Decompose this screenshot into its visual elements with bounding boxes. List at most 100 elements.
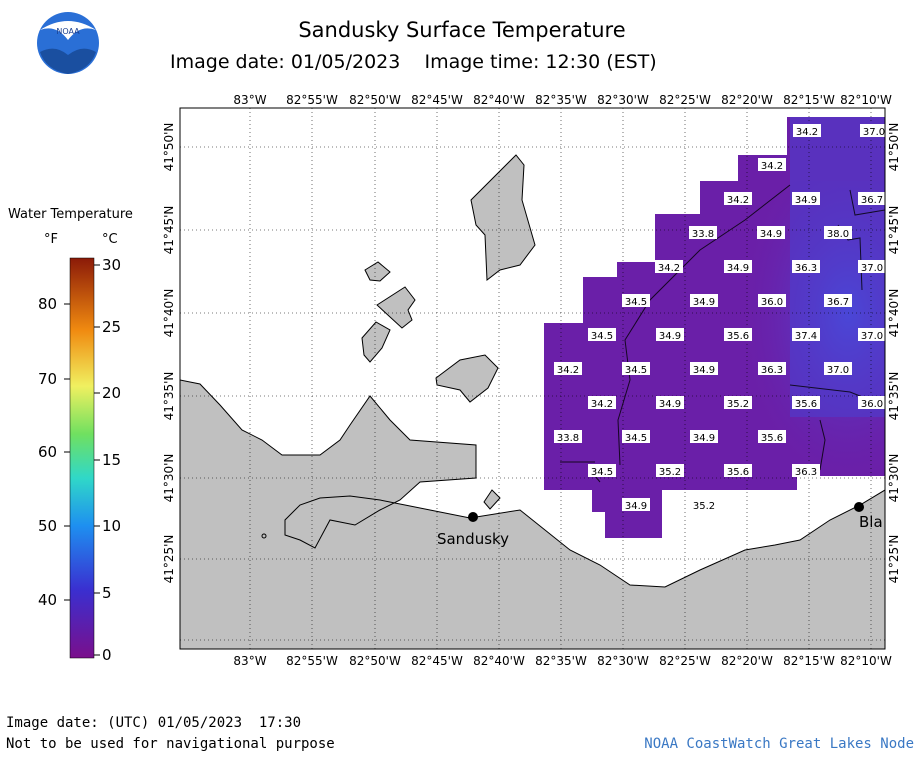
sandusky-label: Sandusky: [437, 530, 509, 548]
temp-label: 37.0: [858, 328, 885, 342]
svg-text:34.9: 34.9: [727, 263, 749, 274]
temp-label: 35.2: [656, 464, 684, 478]
temp-label: 34.2: [554, 362, 582, 376]
longitude-label: 82°50'W: [349, 93, 401, 107]
svg-text:36.3: 36.3: [761, 365, 783, 376]
longitude-label: 82°15'W: [783, 93, 835, 107]
fahrenheit-tick: 70: [38, 370, 58, 388]
footer-warning: Not to be used for navigational purpose: [6, 736, 335, 752]
mainland: [180, 379, 885, 649]
fahrenheit-tick: 80: [38, 295, 58, 313]
longitude-label: 82°10'W: [840, 654, 892, 668]
svg-text:34.2: 34.2: [591, 399, 613, 410]
temp-label: 34.9: [622, 498, 650, 512]
fahrenheit-tick: 50: [38, 517, 58, 535]
svg-text:33.8: 33.8: [557, 433, 579, 444]
longitude-label: 82°40'W: [473, 93, 525, 107]
temp-label: 34.9: [656, 396, 684, 410]
svg-text:34.9: 34.9: [659, 399, 681, 410]
longitude-label: 83°W: [233, 654, 266, 668]
longitude-label: 82°15'W: [783, 654, 835, 668]
svg-text:36.3: 36.3: [795, 263, 817, 274]
latitude-label: 41°45'N: [887, 206, 901, 255]
temp-label: 36.3: [792, 464, 820, 478]
latitude-label: 41°40'N: [162, 289, 176, 338]
footer-utc-date: Image date: (UTC) 01/05/2023 17:30: [6, 715, 302, 731]
temp-label: 34.5: [588, 328, 616, 342]
latitude-label: 41°30'N: [887, 454, 901, 503]
svg-text:34.5: 34.5: [625, 297, 647, 308]
latitude-label: 41°30'N: [162, 454, 176, 503]
temp-label: 34.5: [622, 362, 650, 376]
svg-text:35.6: 35.6: [795, 399, 817, 410]
latitude-label: 41°45'N: [162, 206, 176, 255]
bla-marker: [854, 502, 864, 512]
unit-celsius: °C: [102, 232, 118, 247]
temp-label: 37.4: [792, 328, 820, 342]
temp-label: 36.7: [824, 294, 852, 308]
temp-label: 34.9: [656, 328, 684, 342]
longitude-label: 82°10'W: [840, 93, 892, 107]
fahrenheit-tick: 60: [38, 443, 58, 461]
svg-text:36.7: 36.7: [827, 297, 849, 308]
longitude-label: 82°25'W: [659, 93, 711, 107]
temp-label: 35.6: [724, 328, 752, 342]
longitude-label: 82°55'W: [286, 654, 338, 668]
map-grid: [180, 108, 885, 649]
temp-label: 33.8: [689, 226, 717, 240]
svg-text:34.2: 34.2: [761, 161, 783, 172]
svg-text:37.4: 37.4: [795, 331, 817, 342]
temp-label: 34.9: [757, 226, 785, 240]
temp-label: 35.6: [758, 430, 786, 444]
sandusky-marker: [468, 512, 478, 522]
temp-label: 34.2: [655, 260, 683, 274]
celsius-tick: 30: [102, 256, 122, 274]
islands: [361, 154, 536, 510]
latitude-label: 41°50'N: [887, 123, 901, 172]
celsius-tick: 0: [102, 646, 112, 664]
svg-text:NOAA: NOAA: [56, 27, 80, 36]
bla-label: Bla: [859, 513, 883, 531]
temp-label: 34.9: [690, 430, 718, 444]
svg-text:36.3: 36.3: [795, 467, 817, 478]
legend-title: Water Temperature: [8, 207, 133, 222]
svg-text:36.0: 36.0: [761, 297, 783, 308]
latitude-label: 41°40'N: [887, 289, 901, 338]
temp-label: 34.9: [792, 192, 820, 206]
temp-label: 34.9: [690, 294, 718, 308]
svg-text:37.0: 37.0: [863, 127, 885, 138]
longitude-label: 82°20'W: [721, 654, 773, 668]
temp-label: 34.5: [622, 294, 650, 308]
svg-text:34.5: 34.5: [591, 331, 613, 342]
temp-label: 37.0: [860, 124, 885, 138]
celsius-tick: 10: [102, 517, 122, 535]
temp-label: 38.0: [824, 226, 852, 240]
longitude-label: 82°50'W: [349, 654, 401, 668]
temp-label: 35.2: [724, 396, 752, 410]
longitude-label: 82°30'W: [597, 93, 649, 107]
svg-text:38.0: 38.0: [827, 229, 849, 240]
footer-credit: NOAA CoastWatch Great Lakes Node: [644, 736, 914, 752]
svg-text:33.8: 33.8: [692, 229, 714, 240]
celsius-tick: 25: [102, 318, 122, 336]
temp-label: 34.2: [724, 192, 752, 206]
svg-text:35.6: 35.6: [727, 331, 749, 342]
svg-text:34.9: 34.9: [625, 501, 647, 512]
latitude-label: 41°50'N: [162, 123, 176, 172]
svg-text:34.2: 34.2: [658, 263, 680, 274]
temp-label: 33.8: [554, 430, 582, 444]
unit-fahrenheit: °F: [44, 232, 58, 247]
longitude-label: 82°45'W: [411, 654, 463, 668]
temp-label: 35.6: [724, 464, 752, 478]
temp-label: 36.0: [758, 294, 786, 308]
longitude-label: 82°30'W: [597, 654, 649, 668]
svg-text:35.2: 35.2: [659, 467, 681, 478]
svg-text:34.5: 34.5: [625, 433, 647, 444]
svg-text:34.9: 34.9: [659, 331, 681, 342]
latitude-label: 41°25'N: [887, 535, 901, 584]
svg-text:37.0: 37.0: [827, 365, 849, 376]
latitude-label: 41°25'N: [162, 535, 176, 584]
temp-label: 34.2: [758, 158, 786, 172]
temp-label: 36.3: [792, 260, 820, 274]
